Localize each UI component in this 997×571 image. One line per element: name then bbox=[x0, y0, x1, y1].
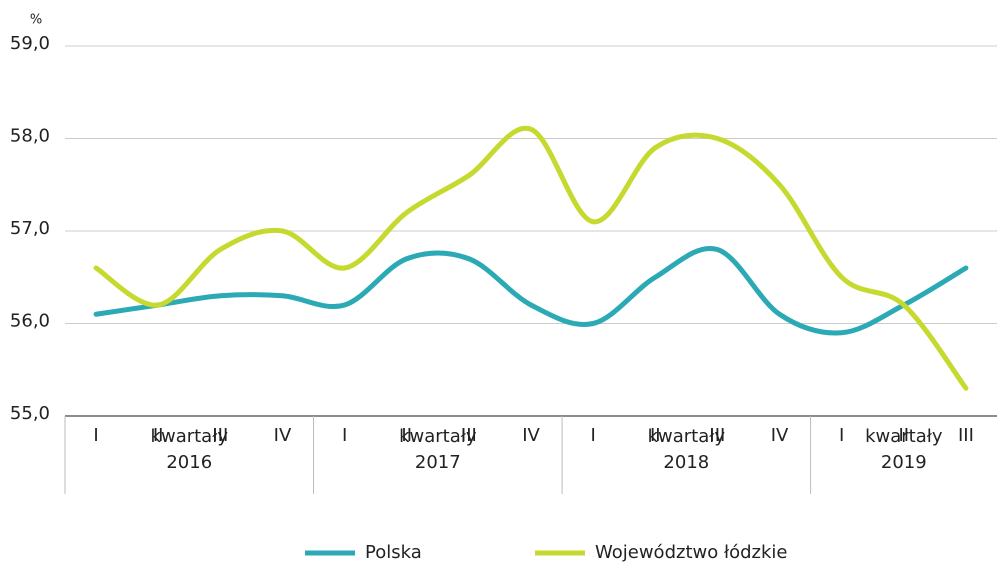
x-tick-label: II bbox=[898, 425, 909, 446]
x-tick-label: III bbox=[958, 425, 974, 446]
group-label: kwartały bbox=[151, 426, 229, 447]
group-label: kwartały bbox=[648, 426, 726, 447]
x-tick-label: II bbox=[153, 425, 164, 446]
group-year: 2016 bbox=[166, 452, 212, 473]
group-year: 2018 bbox=[663, 452, 709, 473]
x-tick-label: I bbox=[839, 425, 844, 446]
x-tick-label: III bbox=[461, 425, 477, 446]
group-year: 2019 bbox=[881, 452, 927, 473]
group-label: kwartały bbox=[399, 426, 477, 447]
x-tick-label: IV bbox=[522, 425, 540, 446]
series-line bbox=[93, 125, 969, 391]
legend-label: Polska bbox=[365, 542, 422, 563]
x-tick-label: III bbox=[709, 425, 725, 446]
x-tick-label: II bbox=[401, 425, 412, 446]
series-line bbox=[93, 245, 969, 336]
x-tick-label: I bbox=[93, 425, 98, 446]
legend-label: Województwo łódzkie bbox=[595, 542, 787, 563]
y-tick-label: 59,0 bbox=[10, 33, 50, 54]
x-tick-label: IV bbox=[274, 425, 292, 446]
y-tick-label: 58,0 bbox=[10, 126, 50, 147]
x-tick-label: III bbox=[212, 425, 228, 446]
x-tick-label: II bbox=[650, 425, 661, 446]
group-year: 2017 bbox=[415, 452, 461, 473]
y-tick-label: 57,0 bbox=[10, 218, 50, 239]
x-tick-label: IV bbox=[771, 425, 789, 446]
y-tick-label: 55,0 bbox=[10, 403, 50, 424]
group-label: kwartały bbox=[865, 426, 943, 447]
x-tick-label: I bbox=[342, 425, 347, 446]
x-tick-label: I bbox=[590, 425, 595, 446]
y-tick-label: 56,0 bbox=[10, 311, 50, 332]
y-axis-unit: % bbox=[30, 13, 42, 28]
